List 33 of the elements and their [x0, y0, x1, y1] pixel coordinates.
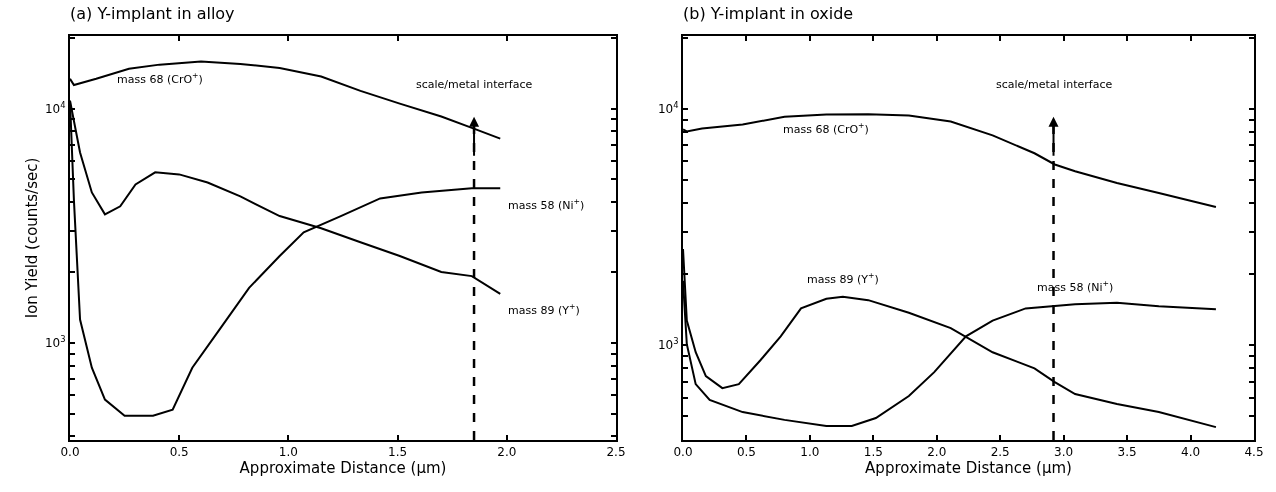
y-axis-title: Ion Yield (counts/sec)	[22, 157, 41, 319]
y-tick-label: 10$^{3}$	[657, 336, 679, 353]
x-tick-label: 4.5	[1244, 445, 1264, 460]
series-label: mass 89 (Y$^{+}$)	[508, 302, 580, 317]
series-label: mass 68 (CrO$^{+}$)	[783, 121, 869, 136]
x-tick-label: 1.5	[863, 445, 883, 460]
chart-title: (b) Y-implant in oxide	[683, 3, 854, 23]
x-tick-label: 0.0	[60, 445, 80, 460]
series-label: mass 89 (Y$^{+}$)	[807, 271, 879, 286]
series-label: mass 58 (Ni$^{+}$)	[1037, 279, 1114, 294]
y-tick-label: 10$^{4}$	[44, 99, 66, 116]
ref-line-label: scale/metal interface	[416, 78, 533, 91]
chart-title: (a) Y-implant in alloy	[70, 3, 235, 23]
x-tick-label: 2.5	[990, 445, 1010, 460]
y-tick-label: 10$^{3}$	[44, 334, 66, 351]
x-tick-label: 1.0	[800, 445, 820, 460]
ref-line-label: scale/metal interface	[996, 78, 1113, 91]
x-axis-title: Approximate Distance (µm)	[865, 459, 1072, 478]
x-tick-label: 4.0	[1181, 445, 1201, 460]
x-tick-label: 1.5	[388, 445, 408, 460]
x-tick-label: 1.0	[278, 445, 298, 460]
x-tick-label: 3.5	[1117, 445, 1137, 460]
x-tick-label: 3.0	[1054, 445, 1074, 460]
series-label: mass 68 (CrO$^{+}$)	[117, 71, 203, 86]
x-tick-label: 0.0	[673, 445, 693, 460]
x-tick-label: 0.5	[169, 445, 189, 460]
x-tick-label: 0.5	[736, 445, 756, 460]
x-tick-label: 2.0	[927, 445, 947, 460]
y-tick-label: 10$^{4}$	[657, 99, 679, 116]
x-axis-title: Approximate Distance (µm)	[239, 459, 447, 478]
x-tick-label: 2.0	[497, 445, 517, 460]
x-tick-label: 2.5	[606, 445, 626, 460]
series-label: mass 58 (Ni$^{+}$)	[508, 197, 585, 212]
